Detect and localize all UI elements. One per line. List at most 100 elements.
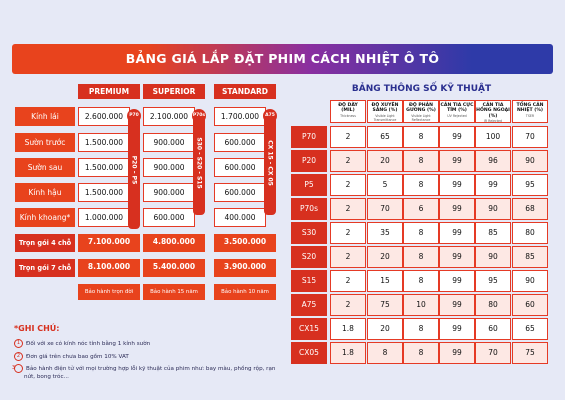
film-code: S15 [291,270,327,292]
spec-cell: 70 [475,342,511,364]
note-number: 3 [12,364,23,374]
spec-cell: 8 [367,342,403,364]
spec-cell: 85 [475,222,511,244]
row-label: Kính lái [15,107,75,126]
spec-column-header: ĐỘ DÀY (MIL) Thickness [330,100,366,123]
price-cell: 1.500.000 [78,133,130,152]
spec-cell: 90 [512,270,548,292]
note-item: 1 Đối với xe có kính nóc tính bằng 1 kính… [14,339,284,349]
price-cell: 400.000 [214,208,266,227]
price-cell: 600.000 [143,208,195,227]
price-cell: 600.000 [214,133,266,152]
spec-column-header: CẢN TIA HỒNG NGOẠI (%) IR Rejected [475,100,511,123]
row-label: Kính hậu [15,183,75,202]
warranty-note: Bảo hành 15 năm [143,284,205,300]
row-label: Sườn sau [15,158,75,177]
spec-cell: 99 [439,318,475,340]
film-badge: A75 [263,109,277,123]
price-cell: 900.000 [143,133,195,152]
film-code: A75 [291,294,327,316]
spec-cell: 1.8 [330,318,366,340]
spec-cell: 80 [512,222,548,244]
spec-cell: 8 [403,342,439,364]
spec-cell: 8 [403,318,439,340]
spec-column-header: ĐỘ PHẢN GƯƠNG (%) Visible Light Reflectan… [403,100,439,123]
spec-cell: 60 [475,318,511,340]
spec-cell: 99 [475,174,511,196]
film-code: CX05 [291,342,327,364]
spec-cell: 15 [367,270,403,292]
note-number: 1 [14,339,23,348]
spec-cell: 60 [512,294,548,316]
spec-cell: 10 [403,294,439,316]
spec-cell: 100 [475,126,511,148]
note-number: 2 [14,351,23,361]
spec-cell: 20 [367,318,403,340]
spec-cell: 99 [439,198,475,220]
spec-cell: 90 [512,150,548,172]
price-cell: 1.500.000 [78,158,130,177]
row-label: Kính khoang* [15,208,75,227]
price-cell: 2.100.000 [143,107,195,126]
film-code: P70s [291,198,327,220]
package-header: SUPERIOR [143,84,205,99]
spec-table-title: BẢNG THÔNG SỐ KỸ THUẬT [351,84,492,94]
spec-cell: 8 [403,174,439,196]
spec-cell: 8 [403,222,439,244]
spec-cell: 99 [439,270,475,292]
price-cell: 900.000 [143,158,195,177]
spec-cell: 90 [475,246,511,268]
spec-cell: 2 [330,126,366,148]
spec-cell: 85 [512,246,548,268]
spec-cell: 99 [439,222,475,244]
spec-cell: 65 [512,318,548,340]
price-cell: 600.000 [214,183,266,202]
price-cell: 4.800.000 [143,234,205,252]
film-code: CX15 [291,318,327,340]
spec-cell: 80 [475,294,511,316]
spec-cell: 8 [403,126,439,148]
film-code: S20 [291,246,327,268]
spec-cell: 2 [330,150,366,172]
price-cell: 1.700.000 [214,107,266,126]
notes-list: 1 Đối với xe có kính nóc tính bằng 1 kính… [12,339,284,381]
spec-cell: 99 [439,246,475,268]
spec-cell: 99 [439,174,475,196]
spec-column-header: ĐỘ XUYÊN SÁNG (%) Visible Light Transmitt… [367,100,403,123]
price-cell: 1.000.000 [78,208,130,227]
price-cell: 900.000 [143,183,195,202]
spec-cell: 2 [330,174,366,196]
spec-column-header: TỔNG CẢN NHIỆT (%) TSER [512,100,548,123]
note-item: 2 Đơn giá trên chưa bao gồm 10% VAT [14,351,284,362]
spec-cell: 1.8 [330,342,366,364]
price-cell: 8.100.000 [78,259,140,277]
package-stripe: CX 15 - CX 05 [264,111,276,215]
row-label: Sườn trước [15,133,75,152]
spec-cell: 95 [475,270,511,292]
film-badge: P70s [192,109,206,123]
spec-cell: 8 [403,270,439,292]
spec-cell: 70 [367,198,403,220]
spec-cell: 99 [439,342,475,364]
spec-cell: 8 [403,246,439,268]
price-cell: 2.600.000 [78,107,130,126]
spec-cell: 99 [439,150,475,172]
package-stripe: P20 – P5 [128,111,140,229]
price-cell: 3.900.000 [214,259,276,277]
spec-cell: 68 [512,198,548,220]
film-code: P20 [291,150,327,172]
spec-cell: 90 [475,198,511,220]
spec-cell: 20 [367,246,403,268]
package-header: PREMIUM [78,84,140,99]
package-stripe: S30 - S20 - S15 [193,111,205,215]
spec-cell: 20 [367,150,403,172]
film-code: S30 [291,222,327,244]
spec-cell: 35 [367,222,403,244]
notes-title: *GHI CHÚ: [14,324,60,333]
warranty-note: Bảo hành 10 năm [214,284,276,300]
spec-cell: 65 [367,126,403,148]
price-cell: 7.100.000 [78,234,140,252]
spec-cell: 99 [439,294,475,316]
row-label: Trọn gói 4 chỗ [15,234,75,252]
spec-cell: 70 [512,126,548,148]
